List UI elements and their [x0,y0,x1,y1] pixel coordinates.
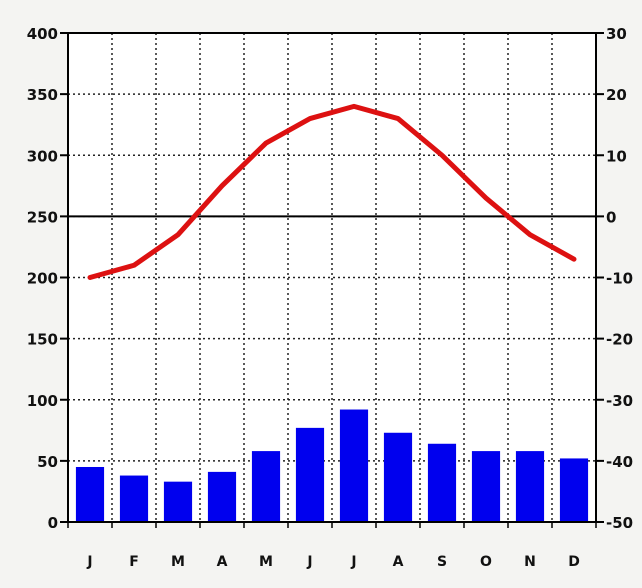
right-axis-tick-label: -40 [606,453,633,471]
right-axis-tick-label: 0 [606,208,616,226]
left-axis-tick-label: 100 [27,392,58,410]
precipitation-bar [471,451,501,522]
x-axis-tick-label: J [306,554,312,570]
precipitation-bar [559,458,589,522]
precipitation-bar [75,466,105,522]
precipitation-bar [295,427,325,522]
left-axis-tick-label: 50 [37,453,58,471]
right-axis-tick-label: -10 [606,270,633,288]
right-axis-tick-label: -30 [606,392,633,410]
right-axis-tick-label: -20 [606,331,633,349]
precipitation-bar [163,481,193,522]
precipitation-bar [383,432,413,522]
precipitation-bar [427,443,457,522]
right-axis-tick-label: 20 [606,86,627,104]
right-axis-tick-label: 10 [606,147,627,165]
left-axis-tick-label: 400 [27,25,58,43]
x-axis-tick-label: M [171,554,185,570]
x-axis-tick-label: F [129,554,139,570]
precipitation-bar [339,409,369,522]
x-axis-tick-label: M [259,554,273,570]
precipitation-bar [207,471,237,522]
left-axis-tick-label: 350 [27,86,58,104]
left-axis-tick-label: 0 [48,514,58,532]
precipitation-bar [119,475,149,522]
x-axis-tick-label: N [524,554,536,570]
right-axis-tick-label: -50 [606,514,633,532]
x-axis-tick-label: A [217,554,228,570]
x-axis-tick-label: J [350,554,356,570]
precipitation-bar [515,451,545,522]
x-axis-tick-label: S [437,554,447,570]
x-axis-tick-label: O [480,554,492,570]
x-axis-tick-label: J [86,554,92,570]
left-axis-tick-label: 300 [27,147,58,165]
x-axis-tick-label: D [568,554,580,570]
right-axis-tick-label: 30 [606,25,627,43]
left-axis-tick-label: 150 [27,331,58,349]
left-axis-tick-label: 250 [27,208,58,226]
precipitation-bar [251,451,281,522]
x-axis-tick-label: A [393,554,404,570]
left-axis-tick-label: 200 [27,270,58,288]
temperature-line [87,103,577,280]
